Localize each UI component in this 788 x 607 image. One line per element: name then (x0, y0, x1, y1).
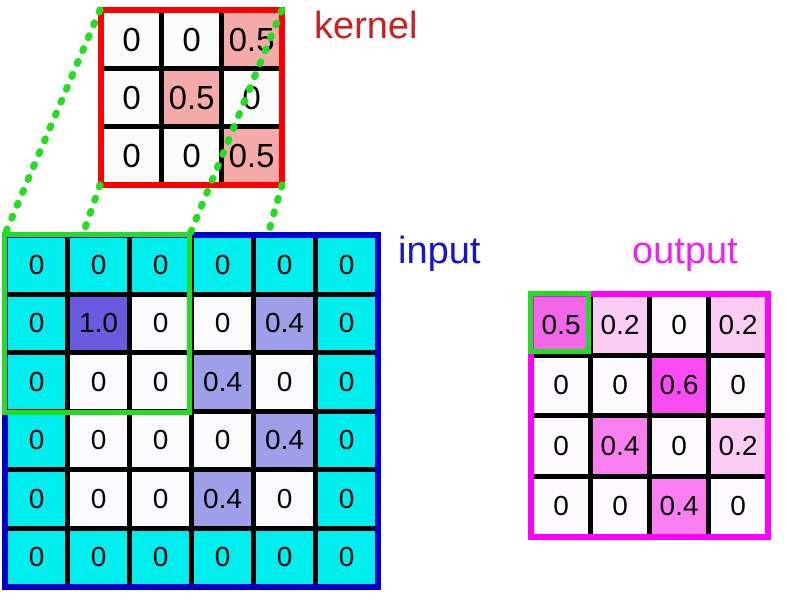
input-cell: 0 (70, 530, 127, 584)
input-cell: 0 (194, 530, 251, 584)
input-cell: 0 (318, 413, 375, 467)
output-cell: 0 (593, 357, 647, 413)
input-matrix: 0 0 0 0 0 0 0 1.0 0 0 0.4 0 0 0 0 0.4 0 0 0 0 0 0 0.4 0 0 0 0 0.4 0 0… (2, 232, 381, 590)
input-cell: 0 (318, 238, 375, 292)
input-cell: 0 (8, 296, 65, 350)
output-cell: 0 (711, 357, 765, 413)
input-cell: 0 (256, 530, 313, 584)
input-cell: 0 (8, 355, 65, 409)
output-cell: 0.4 (593, 418, 647, 474)
output-cell: 0 (534, 418, 588, 474)
input-cell: 0 (318, 472, 375, 526)
input-cell: 0 (256, 355, 313, 409)
kernel-cell: 0 (164, 13, 219, 66)
input-cell: 0 (132, 238, 189, 292)
output-label: output (632, 230, 738, 272)
input-cell: 0 (194, 413, 251, 467)
input-cell: 0.4 (194, 472, 251, 526)
kernel-cell: 0.5 (224, 13, 279, 66)
input-cell: 0.4 (256, 296, 313, 350)
input-cell: 1.0 (70, 296, 127, 350)
output-cell: 0 (652, 418, 706, 474)
input-label: input (398, 230, 481, 272)
output-cell: 0 (593, 478, 647, 534)
connector-bottom-left (79, 181, 104, 238)
input-cell: 0 (70, 472, 127, 526)
input-cell: 0 (8, 472, 65, 526)
input-cell: 0 (8, 238, 65, 292)
input-cell: 0 (132, 530, 189, 584)
input-cell: 0 (132, 413, 189, 467)
output-cell: 0 (711, 478, 765, 534)
input-cell: 0 (132, 355, 189, 409)
input-cell: 0 (318, 530, 375, 584)
input-cell: 0 (256, 472, 313, 526)
input-cell: 0 (318, 355, 375, 409)
output-cell: 0 (652, 297, 706, 353)
input-cell: 0 (194, 238, 251, 292)
output-cell: 0 (534, 357, 588, 413)
input-cell: 0 (132, 296, 189, 350)
output-cell: 0.5 (534, 297, 588, 353)
input-cell: 0 (318, 296, 375, 350)
input-cell: 0 (8, 413, 65, 467)
input-cell: 0 (256, 238, 313, 292)
input-cell: 0.4 (194, 355, 251, 409)
kernel-cell: 0 (104, 129, 159, 182)
kernel-cell: 0 (164, 129, 219, 182)
output-cell: 0.2 (711, 418, 765, 474)
output-cell: 0.6 (652, 357, 706, 413)
kernel-cell: 0.5 (224, 129, 279, 182)
connector-top-left (1, 6, 104, 238)
output-cell: 0.2 (593, 297, 647, 353)
kernel-cell: 0.5 (164, 71, 219, 124)
input-cell: 0 (70, 238, 127, 292)
kernel-label: kernel (314, 5, 418, 47)
input-cell: 0 (8, 530, 65, 584)
input-cell: 0 (70, 413, 127, 467)
kernel-cell: 0 (224, 71, 279, 124)
input-cell: 0.4 (256, 413, 313, 467)
input-cell: 0 (132, 472, 189, 526)
output-cell: 0.4 (652, 478, 706, 534)
output-cell: 0.2 (711, 297, 765, 353)
output-matrix: 0.5 0.2 0 0.2 0 0 0.6 0 0 0.4 0 0.2 0 0 0.4 0 (528, 291, 771, 540)
kernel-matrix: 0 0 0.5 0 0.5 0 0 0 0.5 (98, 7, 285, 188)
connector-bottom-right (264, 181, 286, 238)
input-cell: 0 (70, 355, 127, 409)
kernel-cell: 0 (104, 71, 159, 124)
output-cell: 0 (534, 478, 588, 534)
kernel-cell: 0 (104, 13, 159, 66)
input-cell: 0 (194, 296, 251, 350)
